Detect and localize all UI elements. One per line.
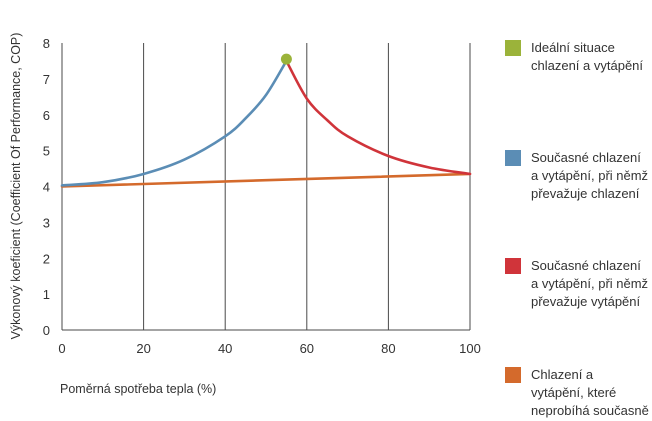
y-axis-title: Výkonový koeficient (Coefficient Of Perf…: [9, 33, 23, 340]
axes-layer: [62, 43, 470, 330]
y-tick-label: 3: [43, 215, 50, 230]
x-tick-label: 80: [381, 341, 395, 356]
legend-label: Chlazení a vytápění, které neprobíhá sou…: [531, 366, 649, 420]
legend-swatch: [505, 258, 521, 274]
x-tick-label: 20: [136, 341, 150, 356]
legend: Ideální situace chlazení a vytápění Souča…: [505, 0, 652, 421]
tick-layer: 0 20 40 60 80 100 0 1 2 3 4 5 6 7 8: [43, 36, 481, 356]
legend-label: Ideální situace chlazení a vytápění: [531, 39, 649, 75]
legend-label: Současné chlazení a vytápění, při němž p…: [531, 257, 649, 311]
legend-item: Současné chlazení a vytápění, při němž p…: [505, 149, 649, 203]
y-tick-label: 0: [43, 323, 50, 338]
y-tick-label: 8: [43, 36, 50, 51]
cop-chart: 0 20 40 60 80 100 0 1 2 3 4 5 6 7 8 Výkonový koeficien…: [0, 0, 505, 421]
legend-swatch: [505, 150, 521, 166]
x-tick-label: 0: [58, 341, 65, 356]
legend-label: Současné chlazení a vytápění, při němž p…: [531, 149, 649, 203]
grid-layer: [144, 43, 470, 330]
legend-item: Ideální situace chlazení a vytápění: [505, 39, 649, 75]
x-tick-label: 40: [218, 341, 232, 356]
series-line-3: [286, 61, 470, 174]
y-tick-label: 2: [43, 251, 50, 266]
y-tick-label: 5: [43, 144, 50, 159]
x-axis-title: Poměrná spotřeba tepla (%): [60, 382, 216, 396]
series-line-2: [62, 61, 286, 185]
series-point-1: [281, 54, 292, 65]
series-layer: [62, 54, 470, 187]
x-tick-label: 60: [300, 341, 314, 356]
legend-swatch: [505, 40, 521, 56]
y-tick-label: 1: [43, 287, 50, 302]
legend-item: Současné chlazení a vytápění, při němž p…: [505, 257, 649, 311]
x-tick-label: 100: [459, 341, 481, 356]
y-tick-label: 6: [43, 108, 50, 123]
y-tick-label: 4: [43, 180, 50, 195]
series-line-4: [62, 174, 470, 187]
legend-item: Chlazení a vytápění, které neprobíhá sou…: [505, 366, 649, 420]
legend-swatch: [505, 367, 521, 383]
y-tick-label: 7: [43, 72, 50, 87]
